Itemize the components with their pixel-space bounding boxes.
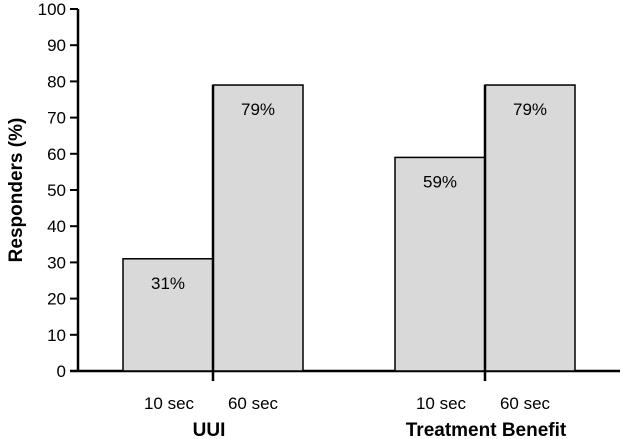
y-tick-label: 80	[47, 72, 66, 91]
x-category-label: 60 sec	[228, 394, 279, 413]
bar	[212, 84, 304, 372]
y-tick-label: 30	[47, 253, 66, 272]
bar	[484, 84, 576, 372]
y-tick-label: 20	[47, 290, 66, 309]
y-tick-label: 50	[47, 181, 66, 200]
x-group-label: Treatment Benefit	[406, 420, 567, 439]
y-tick-label: 100	[38, 0, 66, 19]
y-tick-label: 10	[47, 326, 66, 345]
x-category-label: 10 sec	[416, 394, 467, 413]
y-tick-label: 90	[47, 36, 66, 55]
x-category-label: 60 sec	[500, 394, 551, 413]
y-tick-label: 40	[47, 217, 66, 236]
bar-value-label: 31%	[151, 274, 185, 293]
bar-value-label: 79%	[241, 100, 275, 119]
y-axis-title: Responders (%)	[6, 118, 27, 263]
x-group-label: UUI	[193, 420, 226, 439]
y-tick-label: 70	[47, 109, 66, 128]
y-tick-label: 60	[47, 145, 66, 164]
bar-value-label: 59%	[423, 172, 457, 191]
bars	[122, 84, 576, 381]
x-category-label: 10 sec	[144, 394, 195, 413]
y-tick-label: 0	[57, 362, 66, 381]
bar-value-label: 79%	[513, 100, 547, 119]
